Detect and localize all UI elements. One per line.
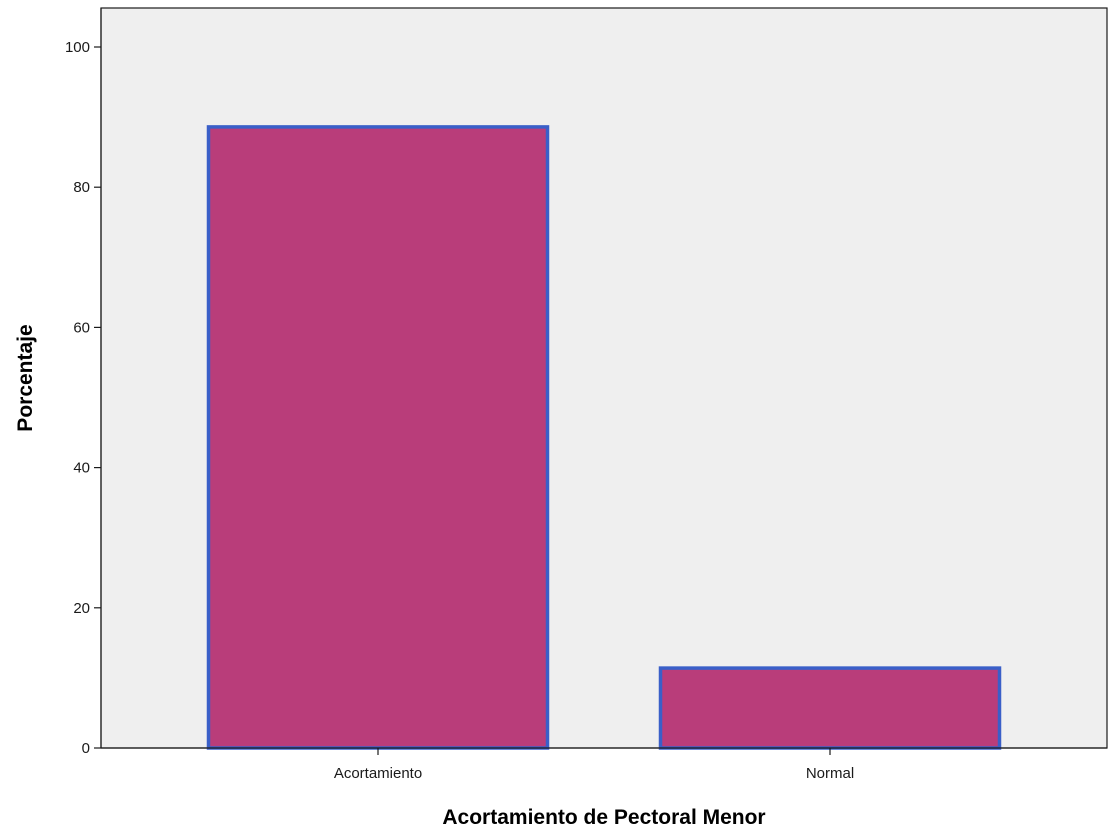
bars-group: [206, 125, 1002, 750]
y-tick-label: 100: [65, 39, 90, 56]
y-tick-label: 0: [82, 740, 90, 757]
x-axis: Acortamiento Normal: [101, 747, 1107, 782]
x-axis-title: Acortamiento de Pectoral Menor: [442, 806, 765, 829]
x-tick-label: Normal: [806, 765, 854, 782]
y-axis: 0 20 40 60 80 100: [65, 8, 102, 757]
x-tick-label: Acortamiento: [334, 765, 422, 782]
y-tick-label: 80: [73, 179, 90, 196]
y-tick-label: 40: [73, 460, 90, 477]
y-tick-label: 20: [73, 600, 90, 617]
bar-acortamiento: [206, 125, 550, 750]
y-tick-label: 60: [73, 319, 90, 336]
y-axis-title: Porcentaje: [14, 324, 37, 431]
bar-normal: [658, 666, 1002, 750]
